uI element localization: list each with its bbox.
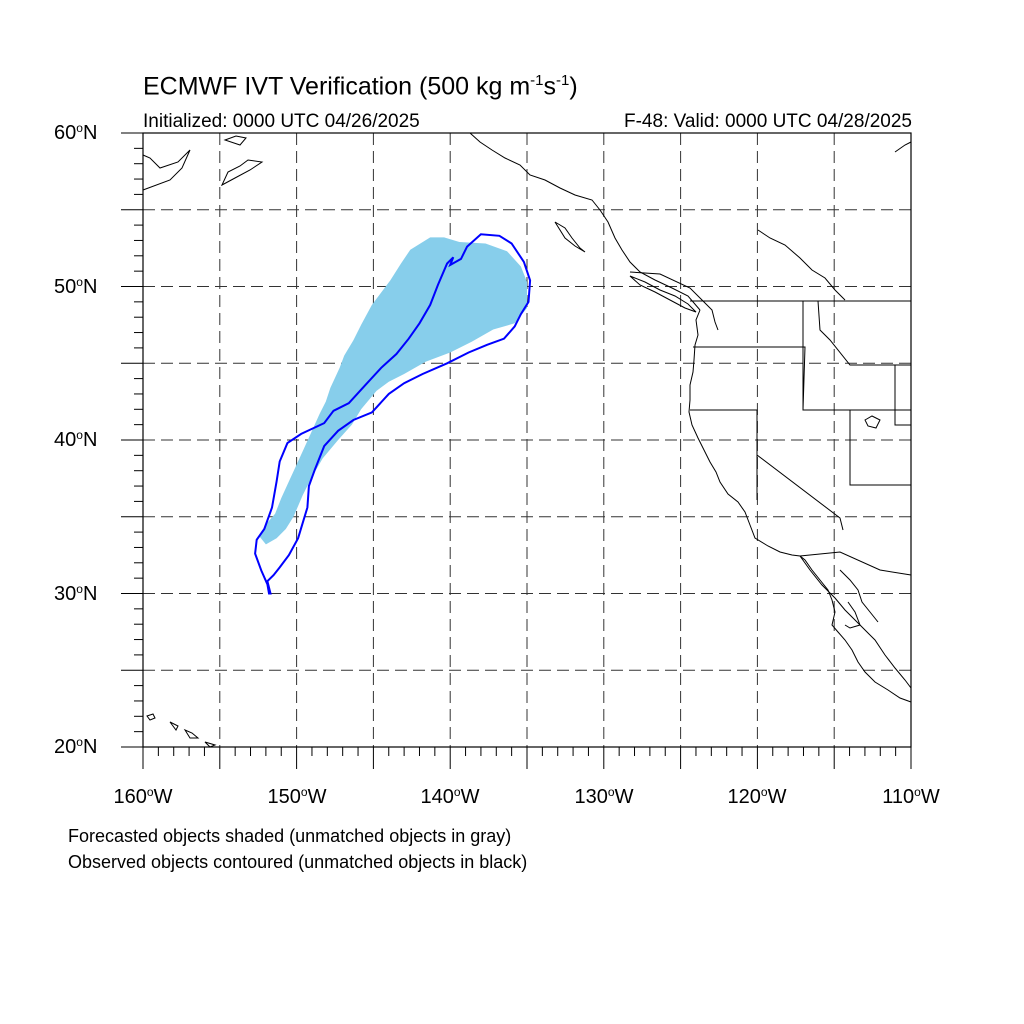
coastline-segment	[864, 415, 881, 429]
observed-object-contour	[254, 233, 532, 595]
lon-label-110w: 110oW	[882, 785, 940, 808]
lon-label-120w: 120oW	[727, 785, 787, 808]
coastline-segment	[757, 229, 846, 301]
lat-label-60: 60oN	[54, 121, 98, 144]
boundary-segment	[693, 346, 911, 411]
coastline-segment	[688, 309, 912, 703]
chart-title: ECMWF IVT Verification (500 kg m-1s-1)	[143, 72, 578, 101]
boundary-segment	[690, 409, 844, 531]
coastline-segment	[629, 271, 719, 331]
coastline-segment	[146, 713, 156, 721]
lon-label-150w: 150oW	[267, 785, 327, 808]
coastline-segment	[142, 149, 191, 191]
coastline-segment	[469, 132, 701, 311]
boundary-segment	[817, 300, 911, 366]
coastline-segment	[223, 135, 247, 146]
footnote-observed: Observed objects contoured (unmatched ob…	[68, 852, 528, 872]
valid-time: F-48: Valid: 0000 UTC 04/28/2025	[624, 111, 912, 132]
map-gridlines	[143, 133, 911, 747]
coastline-segment	[183, 728, 200, 739]
lon-label-160w: 160oW	[113, 785, 173, 808]
boundary-segment	[799, 551, 912, 576]
coastline-segment	[894, 141, 912, 153]
lat-label-30: 30oN	[54, 582, 98, 605]
lat-label-40: 40oN	[54, 428, 98, 451]
map-frame	[142, 132, 912, 748]
lat-label-50: 50oN	[54, 275, 98, 298]
initialized-time: Initialized: 0000 UTC 04/26/2025	[143, 111, 420, 132]
map-ticks	[121, 132, 912, 769]
state-boundaries	[690, 300, 912, 576]
coastline-segment	[554, 221, 586, 253]
coastlines	[142, 132, 912, 748]
coastline-segment	[844, 601, 861, 629]
lon-label-130w: 130oW	[574, 785, 634, 808]
boundary-segment	[849, 410, 911, 486]
boundary-segment	[894, 365, 911, 426]
coastline-segment	[839, 569, 879, 623]
coastline-segment	[169, 721, 179, 731]
coastline-segment	[629, 275, 697, 313]
footnote-forecast: Forecasted objects shaded (unmatched obj…	[68, 826, 512, 846]
coastline-segment	[220, 159, 264, 187]
coastline-segment	[204, 741, 217, 748]
forecast-object-shading	[259, 237, 527, 545]
lat-label-20: 20oN	[54, 735, 98, 758]
lon-label-140w: 140oW	[420, 785, 480, 808]
